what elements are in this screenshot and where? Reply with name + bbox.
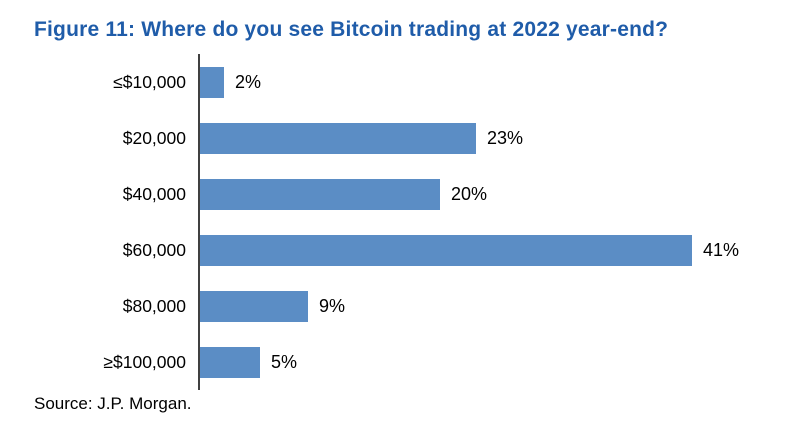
category-label: $20,000 bbox=[122, 127, 186, 148]
category-label: ≤$10,000 bbox=[113, 71, 186, 92]
bar bbox=[200, 122, 476, 154]
bar bbox=[200, 234, 692, 266]
bar-row: 5% bbox=[200, 334, 780, 390]
category-label: $40,000 bbox=[122, 183, 186, 204]
category-label: $60,000 bbox=[122, 239, 186, 260]
bar-row: 20% bbox=[200, 166, 780, 222]
bar-row: 23% bbox=[200, 110, 780, 166]
value-label: 2% bbox=[235, 71, 262, 92]
value-label: 9% bbox=[319, 295, 346, 316]
bar-row: 41% bbox=[200, 222, 780, 278]
value-label: 20% bbox=[451, 183, 488, 204]
bar bbox=[200, 346, 260, 378]
bars: 2% 23% 20% 41% 9% 5% bbox=[198, 54, 780, 390]
value-label: 41% bbox=[703, 239, 740, 260]
bar bbox=[200, 290, 308, 322]
bar bbox=[200, 178, 440, 210]
bar-row: 2% bbox=[200, 54, 780, 110]
value-label: 5% bbox=[271, 351, 298, 372]
category-label: $80,000 bbox=[122, 295, 186, 316]
bar-chart: ≤$10,000 $20,000 $40,000 $60,000 $80,000 ≥$10… bbox=[34, 54, 780, 390]
value-label: 23% bbox=[487, 127, 524, 148]
bar bbox=[200, 66, 224, 98]
source-note: Source: J.P. Morgan. bbox=[34, 394, 192, 413]
figure-title: Figure 11: Where do you see Bitcoin trad… bbox=[34, 18, 669, 41]
category-label: ≥$100,000 bbox=[103, 351, 186, 372]
category-labels: ≤$10,000 $20,000 $40,000 $60,000 $80,000 ≥$10… bbox=[34, 54, 198, 390]
bar-row: 9% bbox=[200, 278, 780, 334]
